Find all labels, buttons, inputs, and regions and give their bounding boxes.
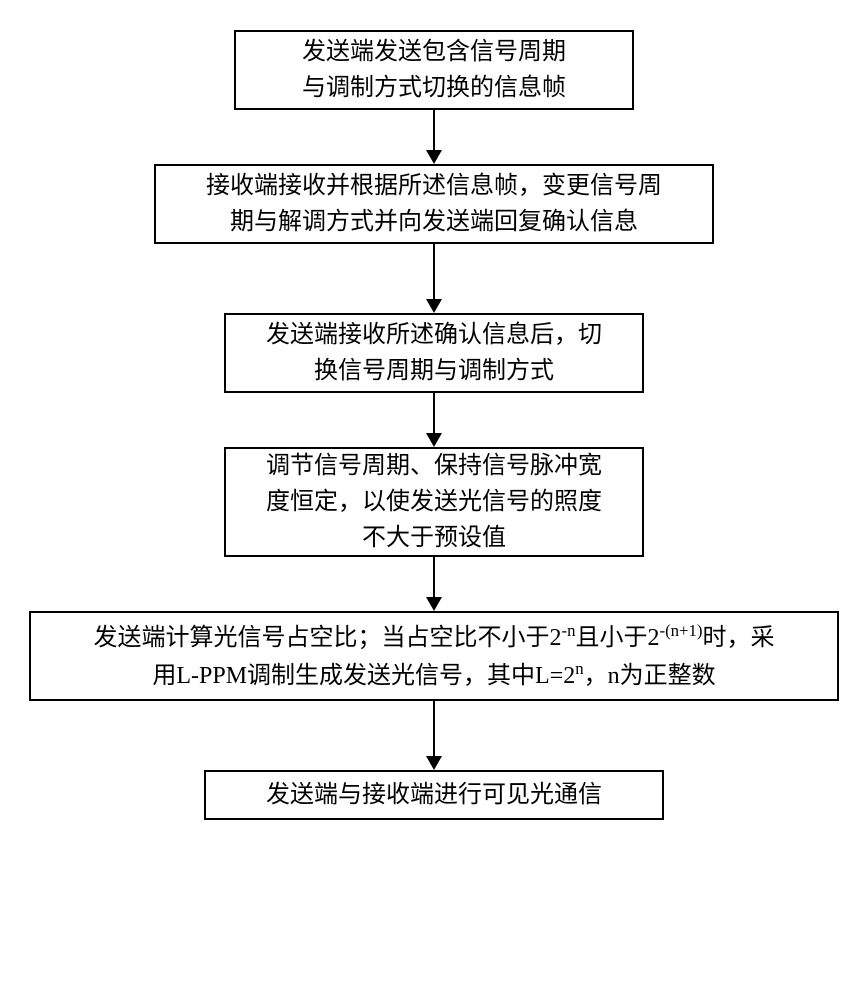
flowchart-node-text: 发送端与接收端进行可见光通信: [266, 777, 602, 813]
flowchart-container: 发送端发送包含信号周期 与调制方式切换的信息帧接收端接收并根据所述信息帧，变更信…: [0, 0, 868, 820]
flowchart-node-text: 调节信号周期、保持信号脉冲宽 度恒定，以使发送光信号的照度 不大于预设值: [266, 448, 602, 556]
flowchart-node-text: 发送端计算光信号占空比；当占空比不小于2-n且小于2-(n+1)时，采用L-PP…: [94, 618, 775, 694]
flowchart-node-step6: 发送端与接收端进行可见光通信: [204, 770, 664, 820]
arrow-line: [433, 110, 435, 150]
flowchart-node-step5: 发送端计算光信号占空比；当占空比不小于2-n且小于2-(n+1)时，采用L-PP…: [29, 611, 839, 701]
arrow-head-icon: [426, 433, 442, 447]
flowchart-node-step2: 接收端接收并根据所述信息帧，变更信号周 期与解调方式并向发送端回复确认信息: [154, 164, 714, 244]
arrow-head-icon: [426, 299, 442, 313]
arrow-line: [433, 393, 435, 433]
flowchart-arrow: [426, 557, 442, 611]
arrow-head-icon: [426, 597, 442, 611]
flowchart-node-step3: 发送端接收所述确认信息后，切 换信号周期与调制方式: [224, 313, 644, 393]
arrow-line: [433, 244, 435, 299]
arrow-line: [433, 701, 435, 756]
arrow-head-icon: [426, 756, 442, 770]
arrow-head-icon: [426, 150, 442, 164]
flowchart-node-text: 发送端接收所述确认信息后，切 换信号周期与调制方式: [266, 317, 602, 389]
flowchart-arrow: [426, 393, 442, 447]
flowchart-node-step4: 调节信号周期、保持信号脉冲宽 度恒定，以使发送光信号的照度 不大于预设值: [224, 447, 644, 557]
flowchart-node-text: 发送端发送包含信号周期 与调制方式切换的信息帧: [302, 34, 566, 106]
flowchart-node-step1: 发送端发送包含信号周期 与调制方式切换的信息帧: [234, 30, 634, 110]
arrow-line: [433, 557, 435, 597]
flowchart-arrow: [426, 244, 442, 313]
flowchart-arrow: [426, 701, 442, 770]
flowchart-node-text: 接收端接收并根据所述信息帧，变更信号周 期与解调方式并向发送端回复确认信息: [206, 168, 662, 240]
flowchart-arrow: [426, 110, 442, 164]
